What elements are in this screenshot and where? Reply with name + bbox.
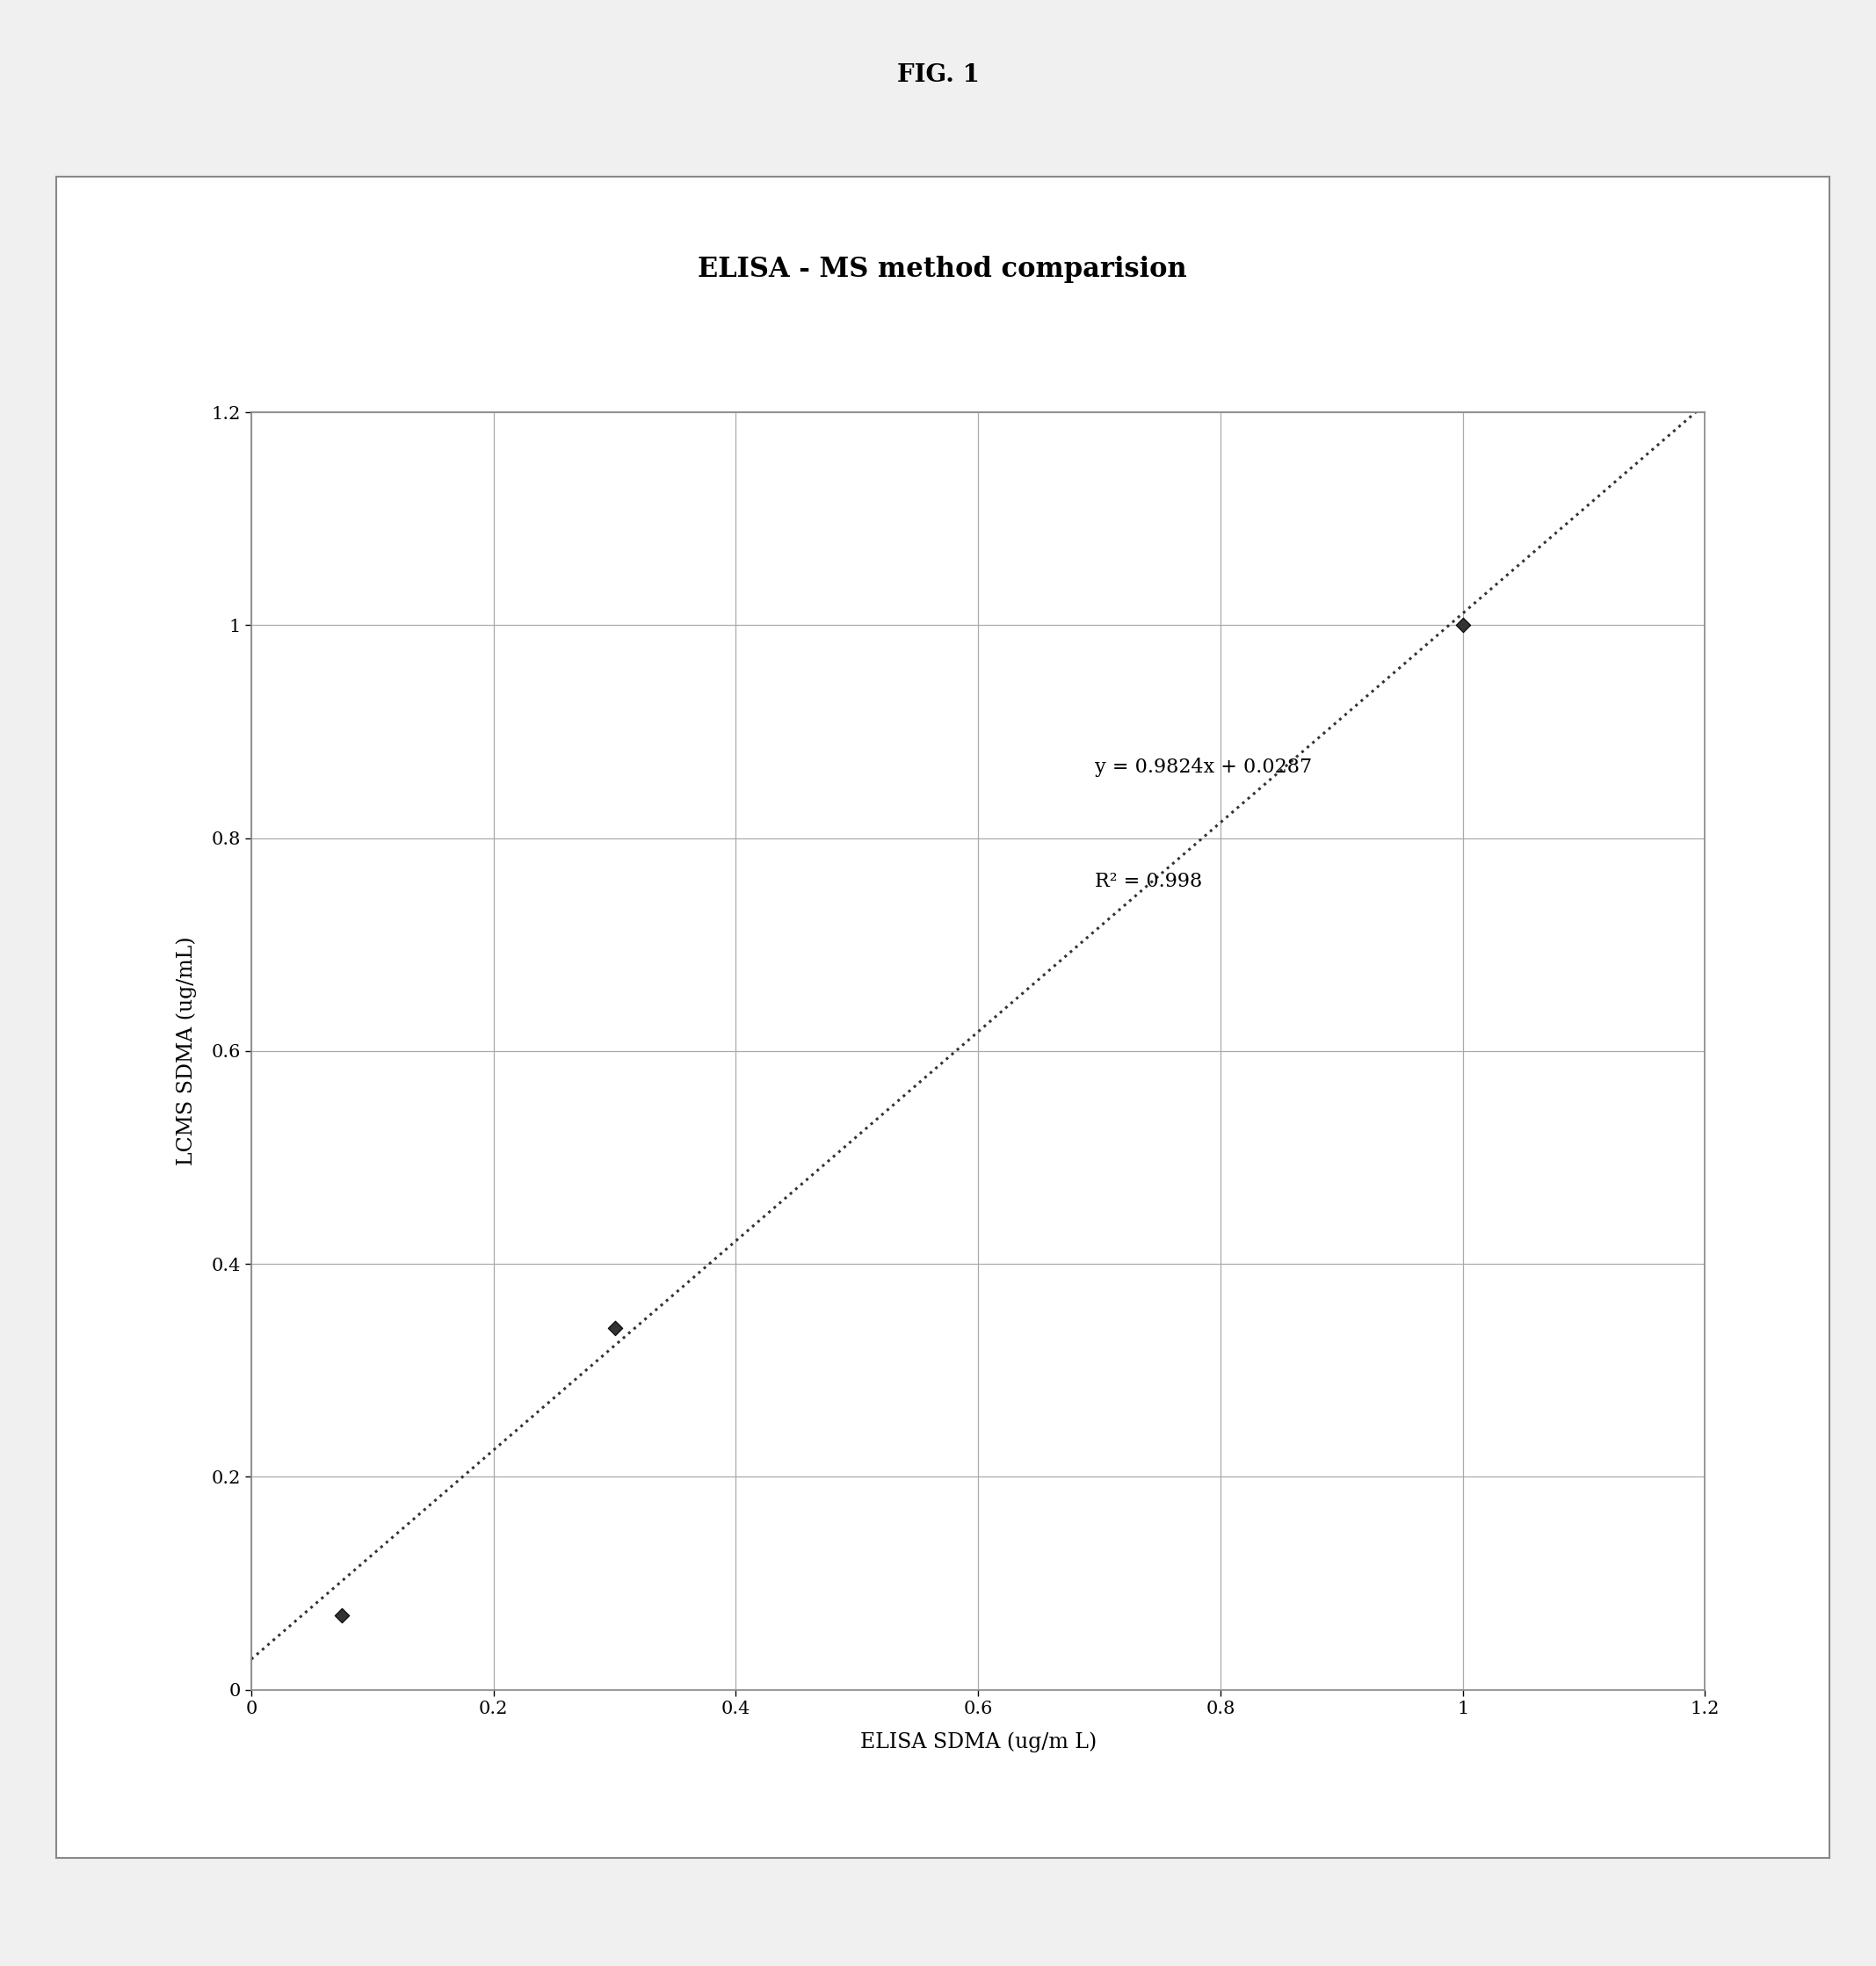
Text: y = 0.9824x + 0.0287: y = 0.9824x + 0.0287 (1094, 757, 1311, 777)
Text: FIG. 1: FIG. 1 (897, 63, 979, 87)
Text: R² = 0.998: R² = 0.998 (1094, 873, 1203, 891)
Point (1448, 609, 1478, 641)
X-axis label: ELISA SDMA (ug/m L): ELISA SDMA (ug/m L) (859, 1732, 1096, 1752)
Text: ELISA - MS method comparision: ELISA - MS method comparision (698, 256, 1188, 283)
Point (326, 1600, 356, 1632)
Y-axis label: LCMS SDMA (ug/mL): LCMS SDMA (ug/mL) (176, 936, 197, 1166)
Point (600, 1311, 630, 1343)
